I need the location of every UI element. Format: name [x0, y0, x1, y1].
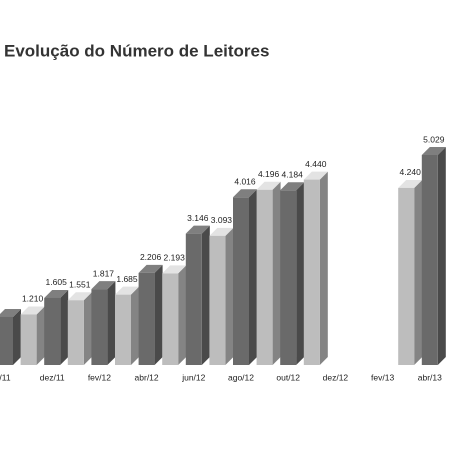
- bar-top: [20, 306, 45, 315]
- x-tick-label: dez/12: [323, 372, 349, 382]
- bar-side: [414, 179, 423, 365]
- bar: [91, 289, 108, 365]
- bar-top: [280, 182, 305, 191]
- bar: [185, 233, 202, 365]
- value-label: 3.146: [187, 213, 209, 223]
- bar: [303, 179, 320, 365]
- value-label: 3.093: [211, 215, 233, 225]
- chart-title: Evolução do Número de Leitores: [4, 41, 269, 60]
- bar: [280, 190, 297, 365]
- x-tick-label: out/12: [276, 372, 300, 382]
- bar-side: [36, 306, 45, 365]
- x-tick-label: fev/13: [371, 372, 394, 382]
- x-tick-label: jun/12: [181, 372, 205, 382]
- bar-top: [162, 265, 187, 274]
- bar-side: [13, 308, 21, 365]
- bar: [44, 297, 61, 365]
- bar-side: [296, 182, 305, 365]
- bar-side: [437, 147, 446, 365]
- bar: [67, 300, 84, 365]
- value-label: 4.016: [234, 177, 256, 187]
- bar-top: [0, 308, 21, 317]
- value-label: 1.817: [93, 268, 115, 278]
- bar: [421, 155, 438, 365]
- value-label: 1.605: [46, 277, 68, 287]
- bar-top: [209, 227, 234, 236]
- bar-side: [225, 227, 234, 365]
- bar-top: [67, 292, 92, 301]
- value-label: 4.184: [282, 170, 304, 180]
- value-label: 1.551: [69, 279, 91, 289]
- x-tick-label: fev/12: [88, 372, 111, 382]
- value-label: 1.210: [22, 294, 44, 304]
- value-label: 5.029: [423, 134, 445, 144]
- x-tick-label: abr/13: [418, 372, 442, 382]
- x-tick-label: dez/11: [40, 372, 65, 382]
- bar-top: [398, 179, 423, 188]
- bar: [138, 272, 155, 365]
- bar: [209, 235, 226, 365]
- bar-top: [421, 147, 446, 155]
- bar-top: [256, 181, 281, 190]
- bar-side: [83, 292, 92, 365]
- bar-side: [60, 289, 69, 365]
- bar-side: [178, 265, 187, 365]
- bar: [398, 187, 415, 365]
- bar-side: [154, 264, 163, 365]
- x-tick-label: /11: [0, 372, 11, 382]
- bar-side: [249, 189, 257, 365]
- bar-top: [233, 189, 257, 198]
- value-label: 4.240: [400, 167, 422, 177]
- bar-side: [201, 225, 210, 365]
- value-label: 4.196: [258, 169, 280, 179]
- bar-top: [185, 225, 210, 234]
- bar-top: [91, 281, 116, 290]
- value-label: 1.685: [116, 274, 138, 284]
- bar: [0, 316, 13, 365]
- bar-side: [107, 281, 116, 365]
- bar-top: [138, 264, 163, 273]
- value-label: 2.193: [164, 253, 186, 263]
- bar: [115, 294, 131, 365]
- value-label: 2.206: [140, 252, 162, 262]
- bar-side: [319, 171, 328, 365]
- x-tick-label: abr/12: [135, 372, 159, 382]
- bar: [20, 314, 37, 365]
- bar-top: [115, 286, 139, 295]
- bar-side: [272, 181, 281, 365]
- bar: [162, 273, 179, 365]
- x-tick-label: ago/12: [228, 372, 254, 382]
- bar: [256, 189, 273, 365]
- value-label: 4.440: [305, 159, 327, 169]
- bar-side: [131, 286, 139, 365]
- bar: [233, 197, 249, 365]
- bar-top: [44, 289, 69, 298]
- bar-top: [303, 171, 328, 180]
